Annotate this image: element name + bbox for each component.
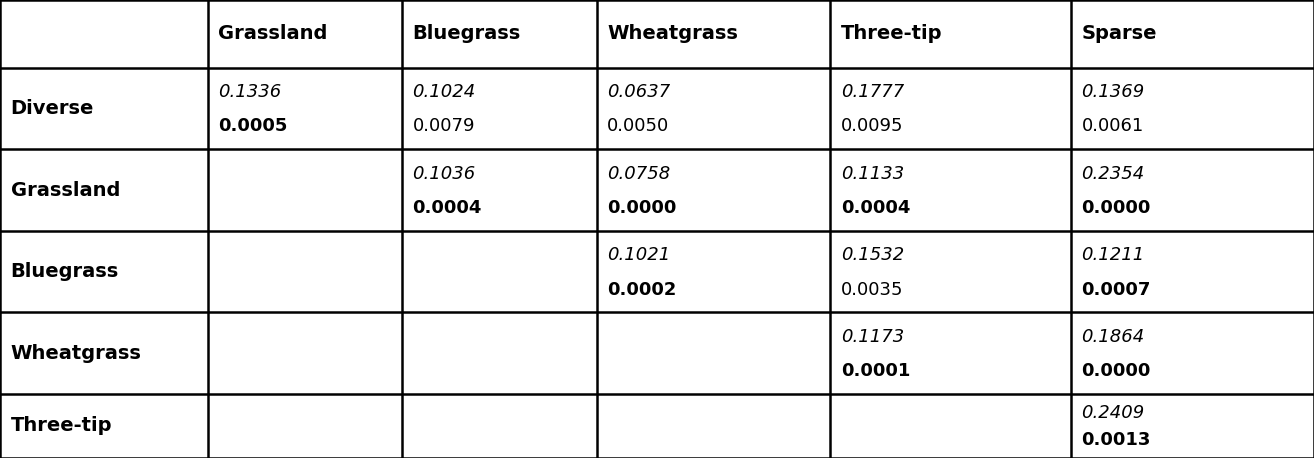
Text: 0.0061: 0.0061 <box>1081 118 1143 136</box>
Text: 0.0005: 0.0005 <box>218 118 288 136</box>
Text: Wheatgrass: Wheatgrass <box>11 344 142 363</box>
Text: 0.1777: 0.1777 <box>841 83 904 101</box>
Text: 0.1133: 0.1133 <box>841 165 904 183</box>
Text: 0.1211: 0.1211 <box>1081 246 1144 264</box>
Text: 0.0002: 0.0002 <box>607 281 677 299</box>
Text: Sparse: Sparse <box>1081 24 1156 44</box>
Text: 0.1024: 0.1024 <box>413 83 476 101</box>
Text: 0.0095: 0.0095 <box>841 118 904 136</box>
Text: 0.0007: 0.0007 <box>1081 281 1151 299</box>
Text: 0.0000: 0.0000 <box>1081 362 1151 380</box>
Text: 0.0035: 0.0035 <box>841 281 904 299</box>
Text: 0.0000: 0.0000 <box>607 199 677 217</box>
Text: 0.0001: 0.0001 <box>841 362 911 380</box>
Text: Wheatgrass: Wheatgrass <box>607 24 738 44</box>
Text: 0.1336: 0.1336 <box>218 83 281 101</box>
Text: 0.0004: 0.0004 <box>413 199 482 217</box>
Text: 0.2409: 0.2409 <box>1081 404 1144 422</box>
Text: Bluegrass: Bluegrass <box>413 24 520 44</box>
Text: 0.1036: 0.1036 <box>413 165 476 183</box>
Text: Three-tip: Three-tip <box>841 24 942 44</box>
Text: 0.1369: 0.1369 <box>1081 83 1144 101</box>
Text: Bluegrass: Bluegrass <box>11 262 118 281</box>
Text: 0.1532: 0.1532 <box>841 246 904 264</box>
Text: 0.0758: 0.0758 <box>607 165 670 183</box>
Text: 0.0000: 0.0000 <box>1081 199 1151 217</box>
Text: 0.0050: 0.0050 <box>607 118 669 136</box>
Text: 0.0004: 0.0004 <box>841 199 911 217</box>
Text: 0.2354: 0.2354 <box>1081 165 1144 183</box>
Text: Diverse: Diverse <box>11 99 93 118</box>
Text: 0.1021: 0.1021 <box>607 246 670 264</box>
Text: 0.0013: 0.0013 <box>1081 431 1151 449</box>
Text: 0.1864: 0.1864 <box>1081 328 1144 346</box>
Text: 0.0637: 0.0637 <box>607 83 670 101</box>
Text: 0.0079: 0.0079 <box>413 118 476 136</box>
Text: Grassland: Grassland <box>218 24 327 44</box>
Text: Grassland: Grassland <box>11 180 120 200</box>
Text: Three-tip: Three-tip <box>11 416 112 436</box>
Text: 0.1173: 0.1173 <box>841 328 904 346</box>
